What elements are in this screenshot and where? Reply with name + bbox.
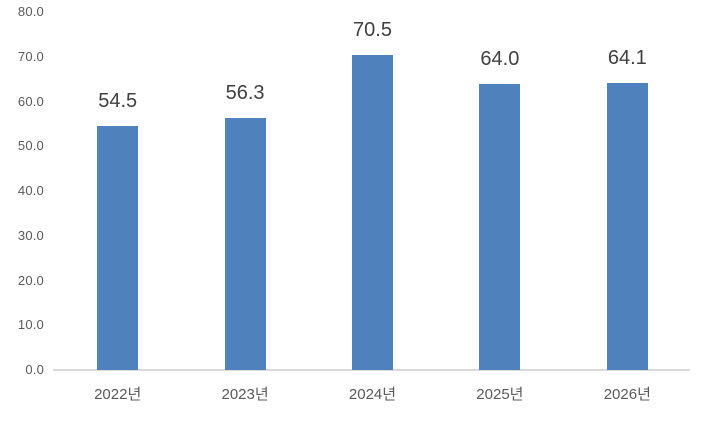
x-axis-category-label: 2025년 — [476, 386, 524, 403]
data-label: 64.0 — [480, 47, 520, 70]
bar-2024 — [352, 54, 393, 370]
y-axis-tick-label: 60.0 — [17, 93, 44, 109]
y-axis-tick-label: 80.0 — [17, 4, 44, 19]
bar-2022 — [97, 126, 139, 370]
y-axis-tick-label: 50.0 — [17, 138, 44, 154]
bar-2025 — [479, 83, 521, 370]
y-axis-tick-label: 0.0 — [25, 362, 44, 377]
x-axis-category-label: 2026년 — [603, 386, 651, 403]
y-axis-tick-label: 20.0 — [17, 272, 44, 288]
data-label: 54.5 — [98, 90, 138, 113]
data-label: 64.1 — [607, 47, 647, 70]
data-label: 56.3 — [225, 82, 265, 105]
x-axis-category-label: 2022년 — [94, 386, 142, 403]
bar-2023 — [224, 118, 266, 370]
x-axis-category-label: 2024년 — [348, 386, 397, 403]
data-label: 70.5 — [353, 18, 392, 41]
y-axis-tick-label: 10.0 — [17, 317, 44, 333]
bar-2026 — [606, 83, 648, 370]
y-axis-tick-label: 30.0 — [17, 227, 44, 243]
x-axis-category-label: 2023년 — [221, 386, 269, 403]
y-axis-tick-label: 40.0 — [17, 183, 44, 198]
y-axis-tick-label: 70.0 — [17, 48, 44, 64]
x-axis-line — [53, 369, 690, 371]
